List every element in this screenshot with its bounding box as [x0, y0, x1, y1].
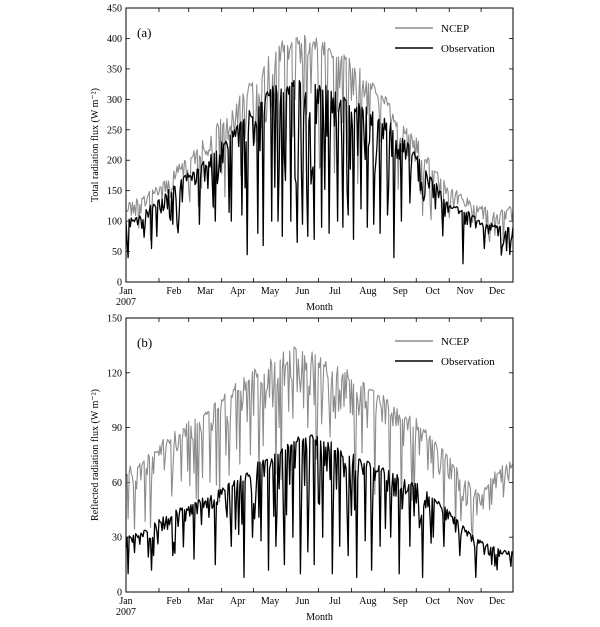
series-line-observation	[125, 79, 514, 265]
y-tick-label: 120	[107, 368, 122, 379]
x-tick-label: Jan	[119, 596, 132, 607]
x-tick-label: Mar	[197, 286, 214, 297]
x-tick-label: Jul	[329, 286, 341, 297]
y-tick-label: 90	[112, 423, 122, 434]
x-tick-label: Apr	[230, 286, 246, 297]
x-axis-title: Month	[306, 612, 333, 622]
y-tick-label: 0	[117, 588, 122, 599]
x-tick-label: Nov	[457, 286, 474, 297]
plot-frame	[125, 7, 514, 283]
x-tick-label: Dec	[489, 286, 506, 297]
y-tick-label: 350	[107, 64, 122, 75]
y-tick-label: 100	[107, 217, 122, 228]
x-tick-label: Dec	[489, 596, 506, 607]
x-year-label: 2007	[116, 607, 136, 618]
y-axis-title: Total radiation flux (W m⁻²)	[90, 88, 101, 202]
y-tick-label: 60	[112, 478, 122, 489]
x-tick-label: Oct	[426, 286, 441, 297]
x-tick-label: Feb	[166, 596, 181, 607]
x-tick-label: Apr	[230, 596, 246, 607]
x-tick-label: Sep	[393, 286, 408, 297]
x-tick-label: May	[261, 596, 279, 607]
y-tick-label: 50	[112, 247, 122, 258]
x-tick-label: Oct	[426, 596, 441, 607]
plot-frame	[125, 317, 514, 593]
legend-label: Observation	[441, 43, 495, 55]
legend-label: Observation	[441, 356, 495, 368]
series-line-ncep	[125, 34, 514, 247]
x-tick-label: Jun	[296, 596, 310, 607]
y-tick-label: 450	[107, 4, 122, 15]
y-tick-label: 30	[112, 533, 122, 544]
x-tick-label: Jan	[119, 286, 132, 297]
x-tick-label: Sep	[393, 596, 408, 607]
y-tick-label: 0	[117, 278, 122, 289]
series-line-observation	[125, 434, 514, 579]
x-tick-label: Nov	[457, 596, 474, 607]
x-tick-label: Jul	[329, 596, 341, 607]
y-axis-title: Reflected radiation flux (W m⁻²)	[90, 389, 101, 521]
x-tick-label: May	[261, 286, 279, 297]
legend-label: NCEP	[441, 23, 469, 35]
x-tick-label: Aug	[359, 596, 376, 607]
legend-label: NCEP	[441, 336, 469, 348]
y-tick-label: 300	[107, 95, 122, 106]
x-year-label: 2007	[116, 297, 136, 308]
x-tick-label: Aug	[359, 286, 376, 297]
x-tick-label: Mar	[197, 596, 214, 607]
x-tick-label: Feb	[166, 286, 181, 297]
y-tick-label: 400	[107, 34, 122, 45]
y-tick-label: 150	[107, 186, 122, 197]
y-tick-label: 200	[107, 156, 122, 167]
x-tick-label: Jun	[296, 286, 310, 297]
panel-label: (a)	[137, 25, 151, 40]
y-tick-label: 150	[107, 314, 122, 325]
series-line-ncep	[125, 346, 514, 537]
y-tick-label: 250	[107, 125, 122, 136]
x-axis-title: Month	[306, 302, 333, 313]
panel-label: (b)	[137, 335, 152, 350]
